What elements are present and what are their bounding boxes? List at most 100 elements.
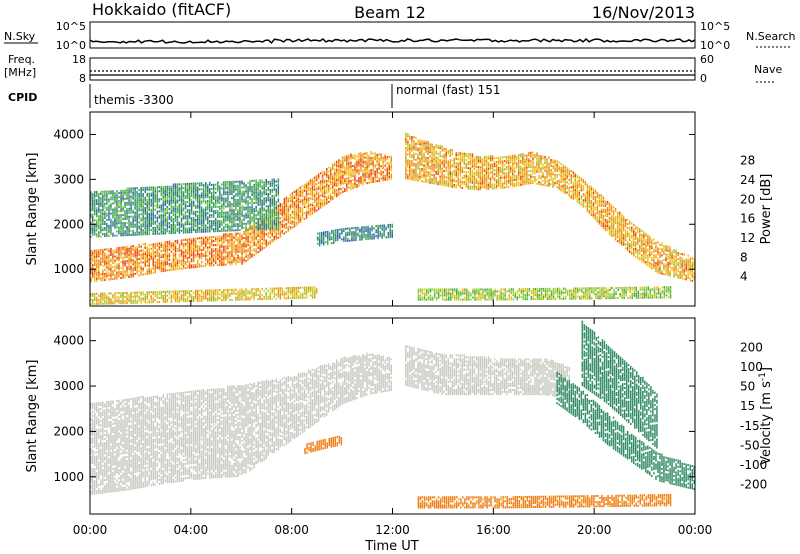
echo-cell — [354, 184, 356, 187]
echo-cell — [289, 222, 292, 225]
echo-cell — [413, 168, 415, 171]
echo-cell — [108, 278, 110, 281]
echo-cell — [164, 212, 167, 215]
echo-cell — [483, 178, 486, 181]
echo-cell — [522, 183, 524, 186]
echo-cell — [144, 227, 146, 230]
echo-cell — [283, 212, 286, 215]
echo-cell — [641, 248, 643, 250]
echo-cell — [558, 169, 560, 172]
echo-cell — [164, 187, 167, 190]
echo-cell — [223, 261, 225, 264]
echo-cell — [90, 280, 92, 283]
echo-cell — [655, 264, 657, 267]
echo-cell — [618, 227, 621, 230]
echo-cell — [378, 157, 380, 160]
echo-cell — [184, 267, 187, 270]
echo-cell — [522, 155, 524, 158]
echo-cell — [447, 152, 449, 155]
echo-cell — [263, 238, 265, 241]
echo-cell — [445, 152, 447, 155]
echo-cell — [120, 189, 122, 192]
echo-cell — [540, 171, 542, 174]
echo-cell — [209, 256, 211, 259]
echo-cell — [116, 224, 118, 227]
echo-cell — [582, 189, 585, 192]
echo-cell — [554, 175, 556, 178]
echo-cell — [457, 166, 459, 169]
echo-cell — [372, 158, 374, 161]
echo-cell — [463, 181, 466, 183]
echo-cell — [130, 199, 132, 202]
echo-cell — [572, 195, 574, 198]
echo-cell — [160, 216, 163, 219]
echo-cell — [188, 262, 191, 265]
echo-cell — [289, 228, 292, 231]
echo-cell — [526, 162, 528, 165]
echo-cell — [291, 210, 294, 213]
echo-cell — [285, 208, 288, 211]
echo-cell — [493, 157, 496, 160]
echo-cell — [94, 249, 96, 252]
echo-cell — [562, 190, 564, 193]
echo-cell — [154, 263, 156, 266]
echo-cell — [295, 193, 298, 196]
echo-cell — [144, 209, 146, 211]
echo-cell — [162, 263, 165, 266]
echo-cell — [479, 188, 482, 191]
echo-cell — [582, 195, 585, 198]
echo-cell — [657, 267, 659, 270]
echo-cell — [629, 226, 631, 229]
echo-cell — [116, 222, 118, 225]
echo-cell — [116, 263, 118, 266]
echo-cell — [124, 212, 126, 214]
echo-cell — [455, 184, 457, 187]
echo-cell — [427, 142, 429, 145]
echo-cell — [307, 209, 310, 212]
echo-cell — [427, 146, 429, 149]
echo-cell — [184, 227, 187, 230]
echo-cell — [207, 262, 209, 265]
echo-cell — [192, 210, 195, 213]
echo-cell — [124, 222, 126, 225]
echo-cell — [485, 161, 488, 164]
echo-cell — [475, 169, 478, 172]
echo-cell — [348, 182, 350, 185]
echo-cell — [223, 259, 225, 262]
echo-cell — [522, 181, 524, 184]
echo-cell — [235, 261, 237, 263]
echo-cell — [237, 248, 239, 251]
echo-cell — [112, 232, 114, 235]
echo-cell — [536, 166, 538, 169]
echo-cell — [168, 195, 171, 198]
echo-cell — [152, 218, 154, 221]
echo-cell — [186, 201, 189, 204]
echo-cell — [190, 198, 193, 201]
echo-cell — [382, 171, 384, 174]
echo-cell — [102, 269, 104, 272]
echo-cell — [439, 165, 441, 168]
echo-cell — [235, 248, 237, 251]
echo-cell — [679, 262, 681, 265]
echo-cell — [257, 233, 259, 235]
echo-cell — [90, 278, 92, 281]
echo-cell — [645, 261, 647, 263]
echo-cell — [319, 202, 322, 205]
echo-cell — [158, 254, 161, 257]
echo-cell — [427, 140, 429, 143]
echo-cell — [219, 245, 221, 248]
echo-cell — [112, 251, 114, 254]
echo-cell — [522, 153, 524, 156]
echo-cell — [190, 264, 193, 267]
echo-cell — [152, 222, 154, 225]
echo-cell — [211, 238, 213, 241]
echo-cell — [411, 146, 413, 149]
echo-cell — [166, 185, 169, 188]
echo-cell — [283, 220, 286, 223]
echo-cell — [405, 169, 407, 172]
echo-cell — [170, 189, 173, 192]
echo-cell — [130, 221, 132, 224]
echo-cell — [104, 276, 106, 279]
echo-cell — [106, 260, 108, 263]
echo-cell — [433, 152, 435, 155]
